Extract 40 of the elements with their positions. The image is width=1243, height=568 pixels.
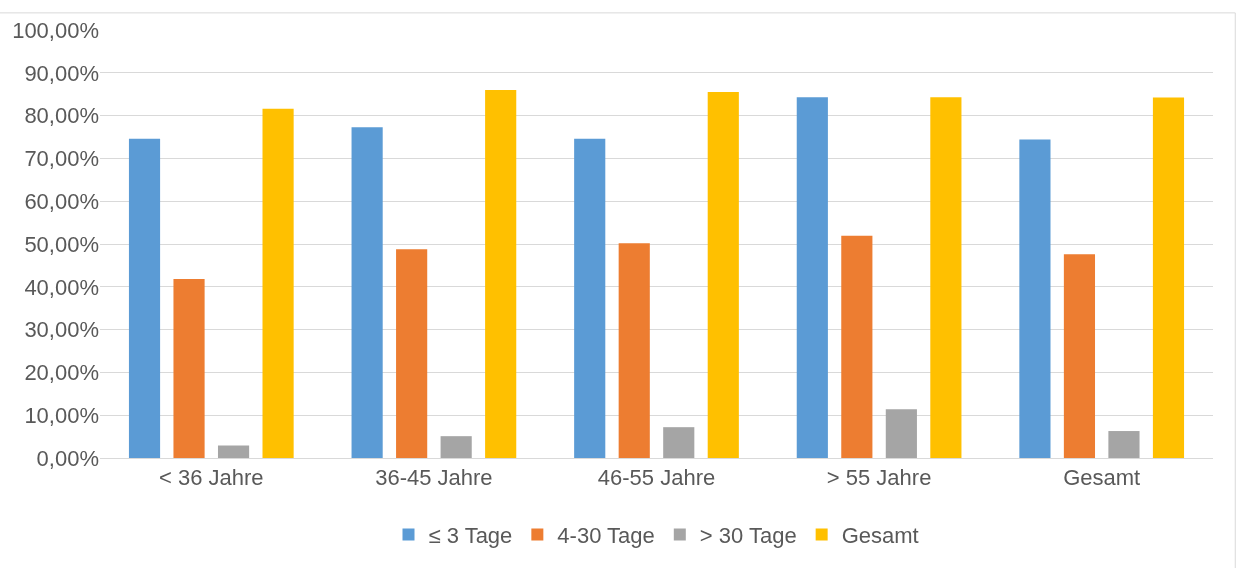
bar	[930, 97, 962, 458]
bar	[1063, 254, 1096, 458]
bar	[351, 127, 383, 458]
y-tick-label: 0,00%	[36, 445, 99, 471]
legend-label: > 30 Tage	[699, 523, 797, 549]
y-tick-label: 50,00%	[24, 231, 99, 257]
legend-label: 4-30 Tage	[557, 523, 655, 549]
x-tick-label: 46-55 Jahre	[597, 465, 716, 491]
bar	[173, 279, 205, 458]
y-tick-label: 20,00%	[24, 360, 99, 386]
bar	[1019, 139, 1051, 458]
bar	[574, 138, 606, 458]
y-tick-label: 10,00%	[24, 402, 99, 428]
y-tick-label: 100,00%	[12, 17, 99, 43]
x-tick-label: Gesamt	[1063, 465, 1141, 491]
legend-label: ≤ 3 Tage	[428, 523, 513, 549]
bar	[262, 108, 294, 458]
bar	[396, 249, 428, 458]
bar	[663, 427, 695, 458]
legend-label: Gesamt	[841, 523, 919, 549]
bar	[707, 92, 739, 458]
bar	[217, 445, 250, 458]
bar	[885, 409, 917, 458]
bar	[128, 138, 161, 458]
y-tick-label: 30,00%	[24, 317, 99, 343]
y-tick-label: 80,00%	[24, 103, 99, 129]
bar	[796, 97, 828, 458]
x-tick-label: 36-45 Jahre	[375, 465, 493, 491]
y-tick-label: 70,00%	[24, 146, 99, 172]
bar	[1108, 431, 1140, 458]
x-tick-label: < 36 Jahre	[159, 465, 264, 491]
x-tick-label: > 55 Jahre	[826, 465, 932, 491]
bar	[841, 235, 873, 458]
y-tick-label: 40,00%	[24, 274, 99, 300]
y-tick-label: 90,00%	[24, 60, 99, 86]
bar	[618, 243, 650, 458]
bar	[1152, 97, 1185, 458]
bar	[485, 89, 517, 458]
bar	[440, 436, 472, 458]
y-tick-label: 60,00%	[24, 188, 99, 214]
